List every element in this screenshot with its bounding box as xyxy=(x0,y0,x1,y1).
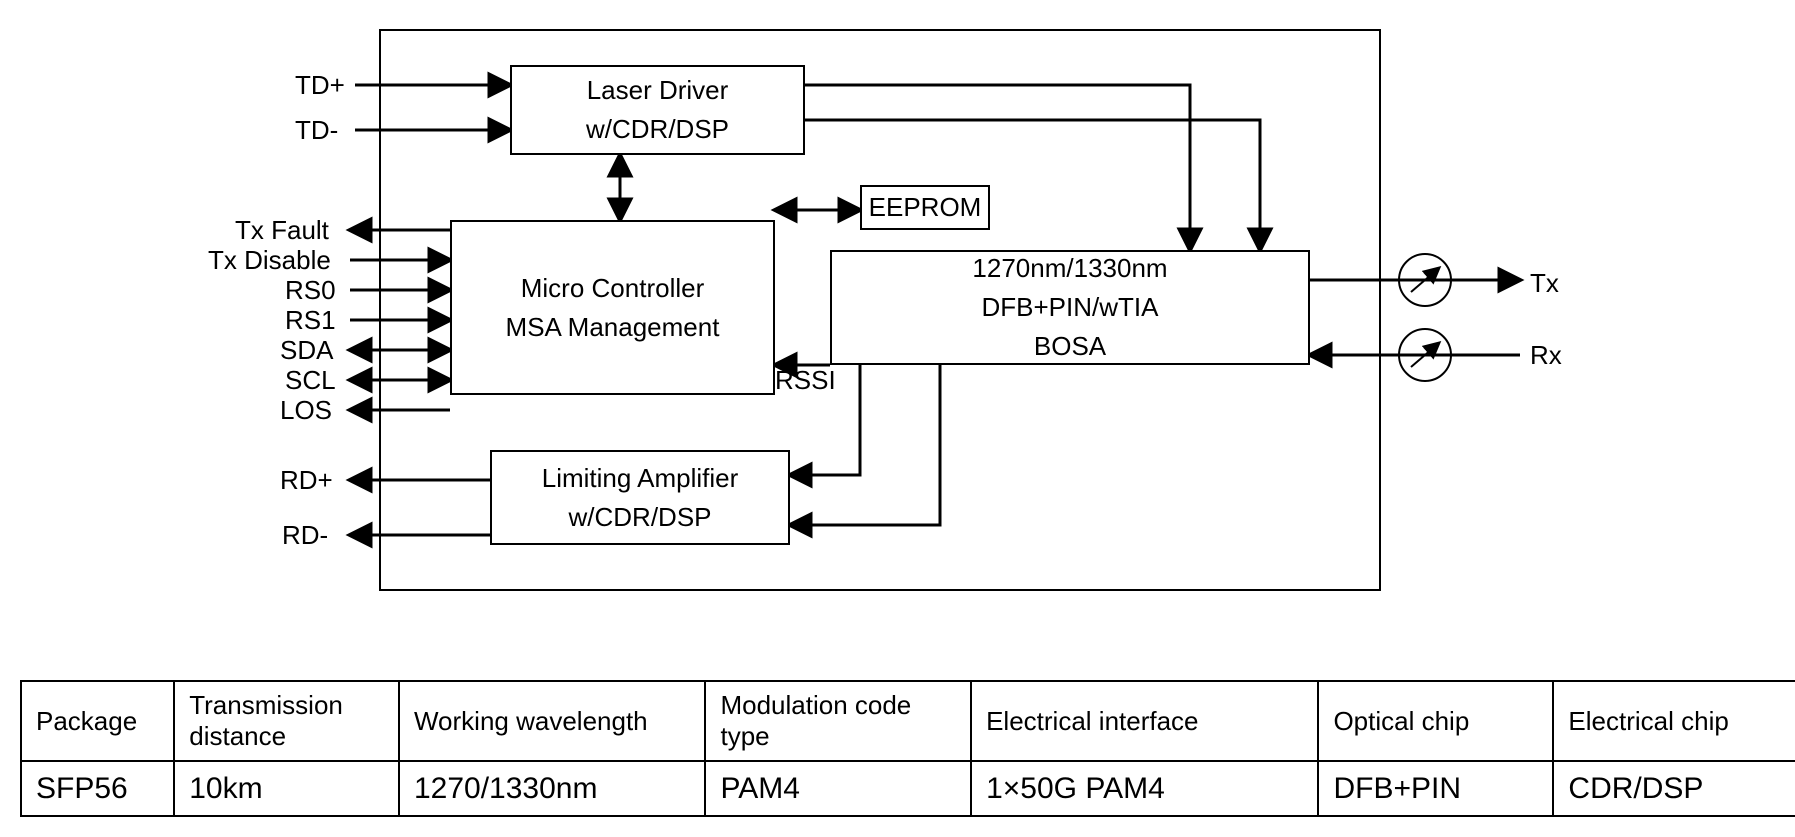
cell-2: 1270/1330nm xyxy=(399,761,705,816)
col-header-4: Electrical interface xyxy=(971,681,1318,761)
left-label-8: LOS xyxy=(280,395,332,426)
left-label-5: RS1 xyxy=(285,305,336,336)
left-label-6: SDA xyxy=(280,335,333,366)
col-header-1: Transmission distance xyxy=(174,681,399,761)
left-label-0: TD+ xyxy=(295,70,345,101)
col-header-0: Package xyxy=(21,681,174,761)
block-bosa-line1: 1270nm/1330nm xyxy=(972,249,1167,288)
left-label-3: Tx Disable xyxy=(208,245,331,276)
col-header-3: Modulation code type xyxy=(705,681,971,761)
cell-5: DFB+PIN xyxy=(1318,761,1553,816)
block-bosa-line3: BOSA xyxy=(1034,327,1106,366)
table-header-row: PackageTransmission distanceWorking wave… xyxy=(21,681,1795,761)
col-header-2: Working wavelength xyxy=(399,681,705,761)
cell-6: CDR/DSP xyxy=(1553,761,1795,816)
block-laser_driver-line2: w/CDR/DSP xyxy=(586,110,729,149)
table-row: SFP5610km1270/1330nmPAM41×50G PAM4DFB+PI… xyxy=(21,761,1795,816)
block-laser_driver: Laser Driverw/CDR/DSP xyxy=(510,65,805,155)
block-bosa: 1270nm/1330nmDFB+PIN/wTIABOSA xyxy=(830,250,1310,365)
right-label-0: Tx xyxy=(1530,268,1559,299)
left-label-10: RD- xyxy=(282,520,328,551)
figure-container: Laser Driverw/CDR/DSPMicro ControllerMSA… xyxy=(20,20,1795,817)
block-eeprom-line1: EEPROM xyxy=(869,188,982,227)
cell-1: 10km xyxy=(174,761,399,816)
block-limiting_amp-line1: Limiting Amplifier xyxy=(542,459,739,498)
cell-3: PAM4 xyxy=(705,761,971,816)
block-diagram: Laser Driverw/CDR/DSPMicro ControllerMSA… xyxy=(20,20,1795,660)
right-label-1: Rx xyxy=(1530,340,1562,371)
left-label-1: TD- xyxy=(295,115,338,146)
cell-4: 1×50G PAM4 xyxy=(971,761,1318,816)
left-label-4: RS0 xyxy=(285,275,336,306)
col-header-6: Electrical chip xyxy=(1553,681,1795,761)
block-micro_controller-line2: MSA Management xyxy=(506,308,720,347)
block-micro_controller: Micro ControllerMSA Management xyxy=(450,220,775,395)
right-label-2: RSSI xyxy=(775,365,836,396)
block-limiting_amp: Limiting Amplifierw/CDR/DSP xyxy=(490,450,790,545)
block-eeprom: EEPROM xyxy=(860,185,990,230)
left-label-7: SCL xyxy=(285,365,336,396)
col-header-5: Optical chip xyxy=(1318,681,1553,761)
left-label-9: RD+ xyxy=(280,465,333,496)
spec-table: PackageTransmission distanceWorking wave… xyxy=(20,680,1795,817)
block-laser_driver-line1: Laser Driver xyxy=(587,71,729,110)
block-limiting_amp-line2: w/CDR/DSP xyxy=(568,498,711,537)
block-bosa-line2: DFB+PIN/wTIA xyxy=(982,288,1159,327)
left-label-2: Tx Fault xyxy=(235,215,329,246)
block-micro_controller-line1: Micro Controller xyxy=(521,269,705,308)
cell-0: SFP56 xyxy=(21,761,174,816)
